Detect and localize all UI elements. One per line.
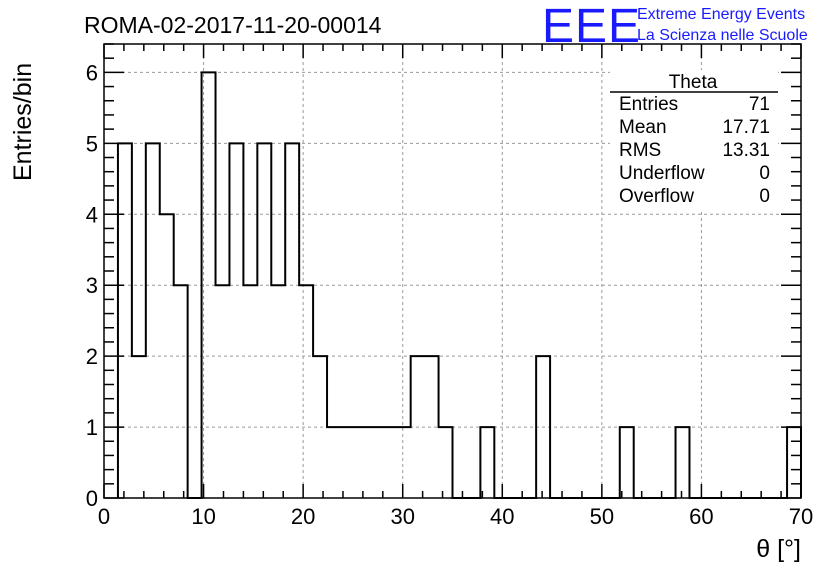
y-tick-label: 3 xyxy=(86,273,98,298)
histogram-bin xyxy=(341,427,355,498)
histogram-bin xyxy=(787,427,801,498)
x-tick-label: 30 xyxy=(390,504,414,529)
x-tick-label: 60 xyxy=(689,504,713,529)
stats-row-label: Overflow xyxy=(619,186,694,207)
histogram-bin xyxy=(174,285,188,498)
histogram-bin xyxy=(369,427,383,498)
histogram-bin xyxy=(160,214,174,498)
histogram-bin xyxy=(216,285,230,498)
run-title: ROMA-02-2017-11-20-00014 xyxy=(84,12,382,38)
logo-line-1: Extreme Energy Events xyxy=(637,6,805,23)
logo-line-2: La Scienza nelle Scuole xyxy=(637,27,808,44)
x-tick-label: 0 xyxy=(98,504,110,529)
histogram-bin xyxy=(243,285,257,498)
histogram-bin xyxy=(257,143,271,498)
histogram-bin xyxy=(202,72,216,498)
stats-row-label: Entries xyxy=(619,94,678,115)
tick-labels: 0 10 20 30 40 50 60 70 0 1 2 3 4 5 6 xyxy=(86,60,813,529)
histogram-bin xyxy=(118,143,132,498)
stats-row-value: 71 xyxy=(749,94,770,115)
stats-row-value: 0 xyxy=(759,163,770,184)
histogram-bin xyxy=(132,356,146,498)
stats-row-label: RMS xyxy=(619,140,661,161)
x-tick-label: 20 xyxy=(291,504,315,529)
stats-row-value: 17.71 xyxy=(722,117,770,138)
stats-row-label: Underflow xyxy=(619,163,705,184)
histogram-bin xyxy=(425,356,439,498)
histogram-bin xyxy=(536,356,550,498)
y-tick-label: 0 xyxy=(86,486,98,511)
x-axis-title: θ [°] xyxy=(756,535,801,563)
x-tick-label: 40 xyxy=(490,504,514,529)
histogram-bin xyxy=(313,356,327,498)
stats-title: Theta xyxy=(669,72,718,93)
histogram-bin xyxy=(146,143,160,498)
histogram-bin xyxy=(299,285,313,498)
histogram-bin xyxy=(285,143,299,498)
histogram-bin xyxy=(383,427,397,498)
axis-ticks xyxy=(103,43,802,499)
y-tick-label: 2 xyxy=(86,344,98,369)
histogram-bin xyxy=(271,285,285,498)
stats-row-value: 0 xyxy=(759,186,770,207)
histogram-bin xyxy=(397,427,411,498)
x-tick-label: 70 xyxy=(789,504,813,529)
y-tick-label: 4 xyxy=(86,202,98,227)
x-tick-label: 50 xyxy=(590,504,614,529)
eee-logo: EEE xyxy=(542,0,641,53)
y-tick-label: 5 xyxy=(86,131,98,156)
y-tick-label: 6 xyxy=(86,60,98,85)
histogram-bin xyxy=(355,427,369,498)
stats-row-label: Mean xyxy=(619,117,667,138)
stats-row-value: 13.31 xyxy=(722,140,770,161)
stats-box: Theta Entries 71 Mean 17.71 RMS 13.31 Underflo… xyxy=(610,70,778,210)
histogram-bin xyxy=(229,143,243,498)
histogram-bin xyxy=(676,427,690,498)
histogram-bin xyxy=(439,427,453,498)
histogram-bin xyxy=(327,427,341,498)
histogram-bin xyxy=(480,427,494,498)
y-tick-label: 1 xyxy=(86,415,98,440)
stats-box-background xyxy=(610,70,778,210)
y-axis-title: Entries/bin xyxy=(9,63,37,181)
histogram-bin xyxy=(411,356,425,498)
histogram-bin xyxy=(620,427,634,498)
x-tick-label: 10 xyxy=(191,504,215,529)
